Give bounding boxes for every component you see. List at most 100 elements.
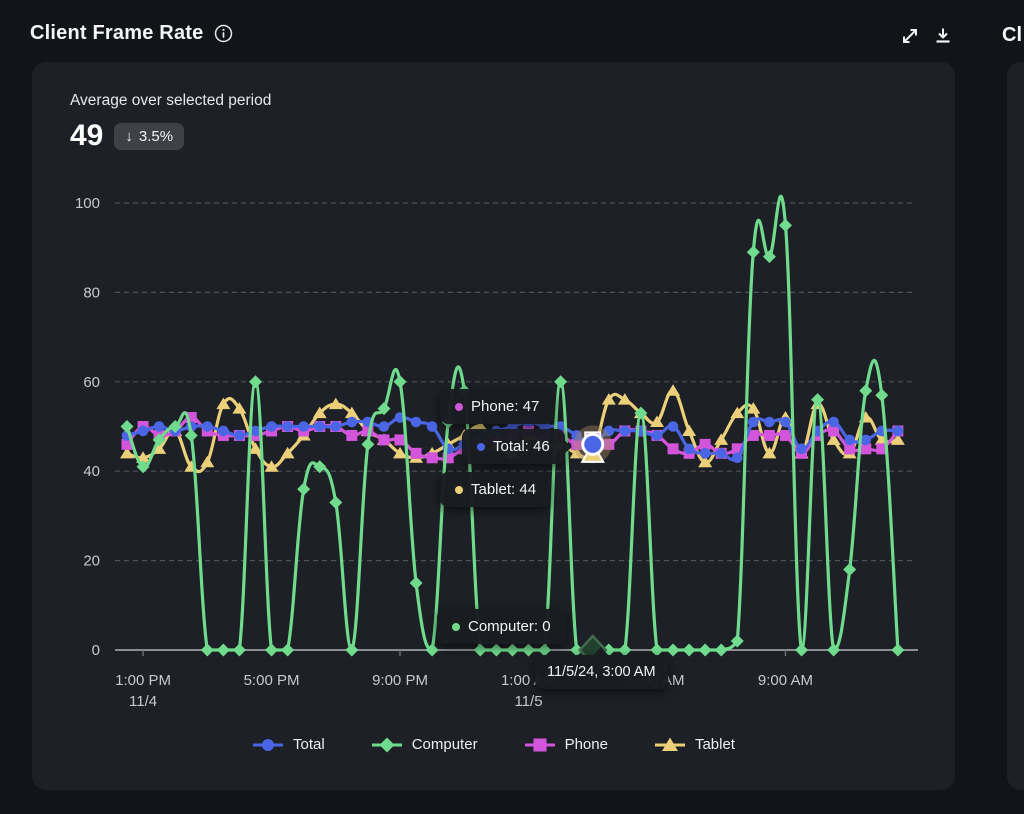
download-icon[interactable] <box>933 26 953 46</box>
data-point-marker <box>843 563 857 577</box>
data-point-marker <box>153 421 165 432</box>
y-tick-label: 100 <box>75 195 100 212</box>
data-point-marker <box>762 250 776 264</box>
data-point-marker <box>202 421 213 432</box>
data-point-marker <box>232 643 246 657</box>
data-point-marker <box>795 643 809 657</box>
data-point-marker <box>168 420 182 433</box>
data-point-marker <box>569 446 584 459</box>
next-panel-card-partial <box>1007 62 1024 790</box>
data-point-marker <box>265 643 279 657</box>
computer-legend-marker-icon <box>371 737 402 752</box>
y-tick-label: 20 <box>83 553 100 570</box>
data-point-marker <box>505 643 519 657</box>
data-point-marker <box>312 406 327 419</box>
legend-label: Computer <box>411 736 478 753</box>
data-point-marker <box>617 393 632 405</box>
tooltip-total-text: Total: 46 <box>493 438 550 455</box>
data-point-marker <box>378 421 390 432</box>
legend-label: Phone <box>564 736 608 753</box>
data-point-marker <box>601 393 616 405</box>
tablet-series-dot <box>455 485 463 494</box>
data-point-marker <box>730 634 744 648</box>
tooltip-tablet: Tablet: 44 <box>440 472 552 507</box>
panel-actions <box>900 26 953 46</box>
data-point-marker <box>120 446 134 459</box>
data-point-marker <box>152 442 167 454</box>
data-point-marker <box>344 406 359 419</box>
data-point-marker <box>442 452 454 464</box>
frame-rate-card: Average over selected period 49 ↓ 3.5% 0… <box>32 62 955 790</box>
data-point-marker <box>746 402 761 414</box>
data-point-marker <box>651 430 663 441</box>
y-tick-label: 80 <box>83 284 100 301</box>
legend-item-total[interactable]: Total <box>252 736 325 753</box>
data-point-marker <box>216 643 230 657</box>
panel-header: Client Frame Rate <box>30 22 233 45</box>
data-point-marker <box>264 460 279 472</box>
info-icon[interactable] <box>214 24 233 43</box>
x-tick-date-label: 11/5 <box>514 693 542 710</box>
tooltip-phone: Phone: 47 <box>440 389 555 424</box>
tooltip-total: Total: 46 <box>462 429 565 464</box>
data-point-marker <box>844 434 855 446</box>
data-point-marker <box>426 421 438 432</box>
series-line-computer <box>125 194 900 652</box>
data-point-marker <box>780 416 791 428</box>
data-point-marker <box>345 643 359 657</box>
data-point-marker <box>200 643 214 657</box>
x-tick-date-label: 11/4 <box>129 693 157 710</box>
data-point-marker <box>378 434 390 446</box>
data-point-marker <box>796 443 807 455</box>
x-tick-label: 9:00 PM <box>372 672 428 689</box>
data-point-marker <box>570 643 584 657</box>
data-point-marker <box>826 433 841 445</box>
data-point-marker <box>698 643 712 657</box>
data-point-marker <box>313 460 327 474</box>
tooltip-phone-text: Phone: 47 <box>471 398 540 415</box>
data-point-marker <box>120 420 134 433</box>
data-point-marker <box>346 416 358 428</box>
data-point-marker <box>747 429 759 441</box>
data-point-marker <box>682 643 696 657</box>
data-point-marker <box>394 434 406 446</box>
data-point-marker <box>185 412 197 424</box>
page-title: Client Frame Rate <box>30 22 204 44</box>
data-point-marker <box>328 397 343 410</box>
legend-item-tablet[interactable]: Tablet <box>654 736 735 753</box>
data-point-marker <box>828 416 839 428</box>
data-point-marker <box>860 443 872 455</box>
data-point-marker <box>683 443 695 455</box>
expand-icon[interactable] <box>900 26 920 46</box>
summary-label: Average over selected period <box>70 92 272 109</box>
data-point-marker <box>266 421 277 432</box>
data-point-marker <box>661 737 678 751</box>
data-point-marker <box>538 643 552 657</box>
legend-item-phone[interactable]: Phone <box>524 736 608 753</box>
data-point-marker <box>667 443 679 455</box>
data-point-marker <box>473 643 487 657</box>
data-point-marker <box>554 375 568 389</box>
data-point-marker <box>314 421 326 432</box>
data-point-marker <box>730 406 745 419</box>
delta-badge: ↓ 3.5% <box>114 122 185 150</box>
data-point-marker <box>361 437 375 451</box>
next-panel-title: Cl <box>1002 24 1022 46</box>
data-point-marker <box>137 425 149 437</box>
data-point-marker <box>618 643 632 657</box>
legend-item-computer[interactable]: Computer <box>371 736 478 753</box>
data-point-marker <box>329 495 343 509</box>
data-point-marker <box>248 375 262 389</box>
summary-block: Average over selected period 49 ↓ 3.5% <box>70 92 271 151</box>
data-point-marker <box>603 438 615 450</box>
data-point-marker <box>218 425 229 437</box>
data-point-marker <box>779 429 791 441</box>
data-point-marker <box>136 460 150 474</box>
data-point-marker <box>698 455 713 468</box>
data-point-marker <box>666 643 680 657</box>
chart-legend: Total Computer Phone Tablet <box>32 736 955 753</box>
data-point-marker <box>581 432 605 456</box>
series-computer <box>120 194 905 657</box>
